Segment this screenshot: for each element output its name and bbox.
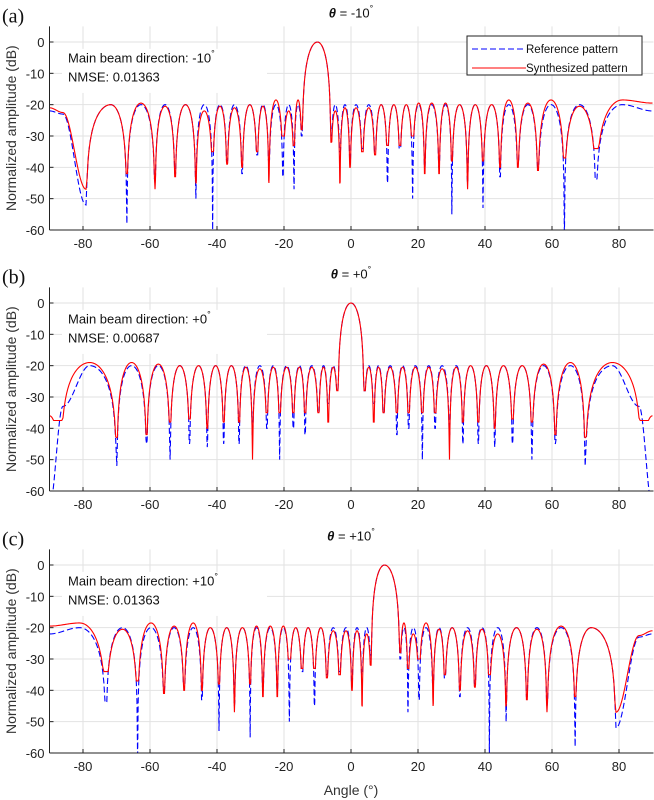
- y-tick-label: -40: [26, 683, 45, 698]
- x-axis-label: Angle (°): [324, 782, 379, 798]
- y-tick-label: -20: [26, 98, 45, 113]
- main-beam-text: Main beam direction: -10: [68, 51, 211, 66]
- y-tick-label: -40: [26, 160, 45, 175]
- y-tick-label: -30: [26, 390, 45, 405]
- legend: Reference pattern Synthesized pattern: [466, 35, 643, 76]
- legend-box: [466, 35, 643, 76]
- x-tick-label: -80: [74, 759, 93, 774]
- main-beam-annotation: Main beam direction: -10°: [68, 49, 215, 66]
- x-tick-label: -20: [275, 759, 294, 774]
- x-tick-label: 40: [478, 759, 492, 774]
- main-beam-degree: °: [214, 572, 218, 582]
- y-axis-label: Normalized amplitude (dB): [3, 306, 19, 472]
- x-tick-label: 80: [612, 236, 626, 251]
- y-tick-label: 0: [37, 35, 44, 50]
- annotation-background: [62, 48, 267, 93]
- y-tick-label: 0: [37, 296, 44, 311]
- y-tick-label: -50: [26, 192, 45, 207]
- x-tick-label: 80: [612, 497, 626, 512]
- x-tick-label: -60: [141, 497, 160, 512]
- y-axis-label: Normalized amplitude (dB): [3, 45, 19, 211]
- x-tick-label: -60: [141, 236, 160, 251]
- legend-entry: Reference pattern: [526, 44, 618, 56]
- legend-entry: Synthesized pattern: [526, 63, 628, 75]
- main-beam-degree: °: [207, 310, 211, 320]
- title-degree: °: [368, 264, 372, 274]
- panel-title: θ = +0°: [331, 264, 372, 281]
- synthesized-pattern-line: [49, 564, 653, 713]
- y-tick-label: -20: [26, 621, 45, 636]
- title-value: = -10: [336, 5, 370, 20]
- y-tick-label: -30: [26, 652, 45, 667]
- x-tick-label: 0: [347, 759, 354, 774]
- y-tick-label: -10: [26, 589, 45, 604]
- x-tick-label: -20: [275, 497, 294, 512]
- panel-label: (c): [2, 528, 24, 550]
- panel-b: -80 -60 -40 -20 0 20 40 60 80 0 -10 -20 -30 -40 -50 -60…: [2, 264, 654, 512]
- y-tick-label: -20: [26, 359, 45, 374]
- y-tick-label: 0: [37, 558, 44, 573]
- y-tick-label: -50: [26, 715, 45, 730]
- panel-c: -80 -60 -40 -20 0 20 40 60 80 0 -10 -20 -30 -40 -50 -60…: [2, 526, 654, 798]
- x-tick-label: -40: [208, 497, 227, 512]
- main-beam-annotation: Main beam direction: +10°: [68, 572, 218, 589]
- x-tick-label: 20: [411, 497, 425, 512]
- x-tick-label: 60: [545, 497, 559, 512]
- y-tick-label: -50: [26, 453, 45, 468]
- title-degree: °: [371, 526, 375, 536]
- y-tick-label: -60: [26, 746, 45, 761]
- y-tick-label: -60: [26, 223, 45, 238]
- panel-label: (b): [2, 266, 25, 288]
- x-tick-label: 40: [478, 236, 492, 251]
- x-tick-label: 60: [545, 759, 559, 774]
- annotation-background: [62, 309, 267, 354]
- title-value: = +0: [338, 266, 368, 281]
- main-beam-text: Main beam direction: +0: [68, 312, 207, 327]
- theta-symbol: θ: [329, 5, 336, 20]
- main-beam-annotation: Main beam direction: +0°: [68, 310, 211, 327]
- y-tick-label: -10: [26, 66, 45, 81]
- x-tick-label: 20: [411, 236, 425, 251]
- main-beam-text: Main beam direction: +10: [68, 574, 214, 589]
- synthesized-pattern-line: [49, 302, 653, 460]
- x-tick-label: 0: [347, 236, 354, 251]
- y-tick-label: -40: [26, 421, 45, 436]
- annotation-background: [62, 571, 267, 616]
- y-tick-label: -60: [26, 484, 45, 499]
- x-tick-label: 60: [545, 236, 559, 251]
- synthesized-pattern-line: [49, 41, 653, 190]
- x-tick-label: 40: [478, 497, 492, 512]
- y-axis-label: Normalized amplitude (dB): [3, 568, 19, 734]
- x-tick-label: 80: [612, 759, 626, 774]
- x-tick-label: -80: [74, 236, 93, 251]
- x-tick-label: -60: [141, 759, 160, 774]
- y-tick-label: -10: [26, 327, 45, 342]
- x-tick-label: -20: [275, 236, 294, 251]
- panel-title: θ = -10°: [329, 3, 374, 20]
- panel-a: -80 -60 -40 -20 0 20 40 60 80 0 -10 -20 -30 -40 -50 -60…: [2, 3, 654, 251]
- x-tick-label: 20: [411, 759, 425, 774]
- title-value: = +10: [334, 528, 371, 543]
- panel-title: θ = +10°: [327, 526, 375, 543]
- x-tick-label: -80: [74, 497, 93, 512]
- nmse-annotation: NMSE: 0.01363: [68, 592, 160, 607]
- theta-symbol: θ: [331, 266, 338, 281]
- theta-symbol: θ: [327, 528, 334, 543]
- main-beam-degree: °: [211, 49, 215, 59]
- y-tick-label: -30: [26, 129, 45, 144]
- nmse-annotation: NMSE: 0.01363: [68, 69, 160, 84]
- panel-label: (a): [2, 5, 24, 27]
- x-tick-label: -40: [208, 236, 227, 251]
- x-tick-label: 0: [347, 497, 354, 512]
- x-tick-label: -40: [208, 759, 227, 774]
- title-degree: °: [370, 3, 374, 13]
- nmse-annotation: NMSE: 0.00687: [68, 330, 160, 345]
